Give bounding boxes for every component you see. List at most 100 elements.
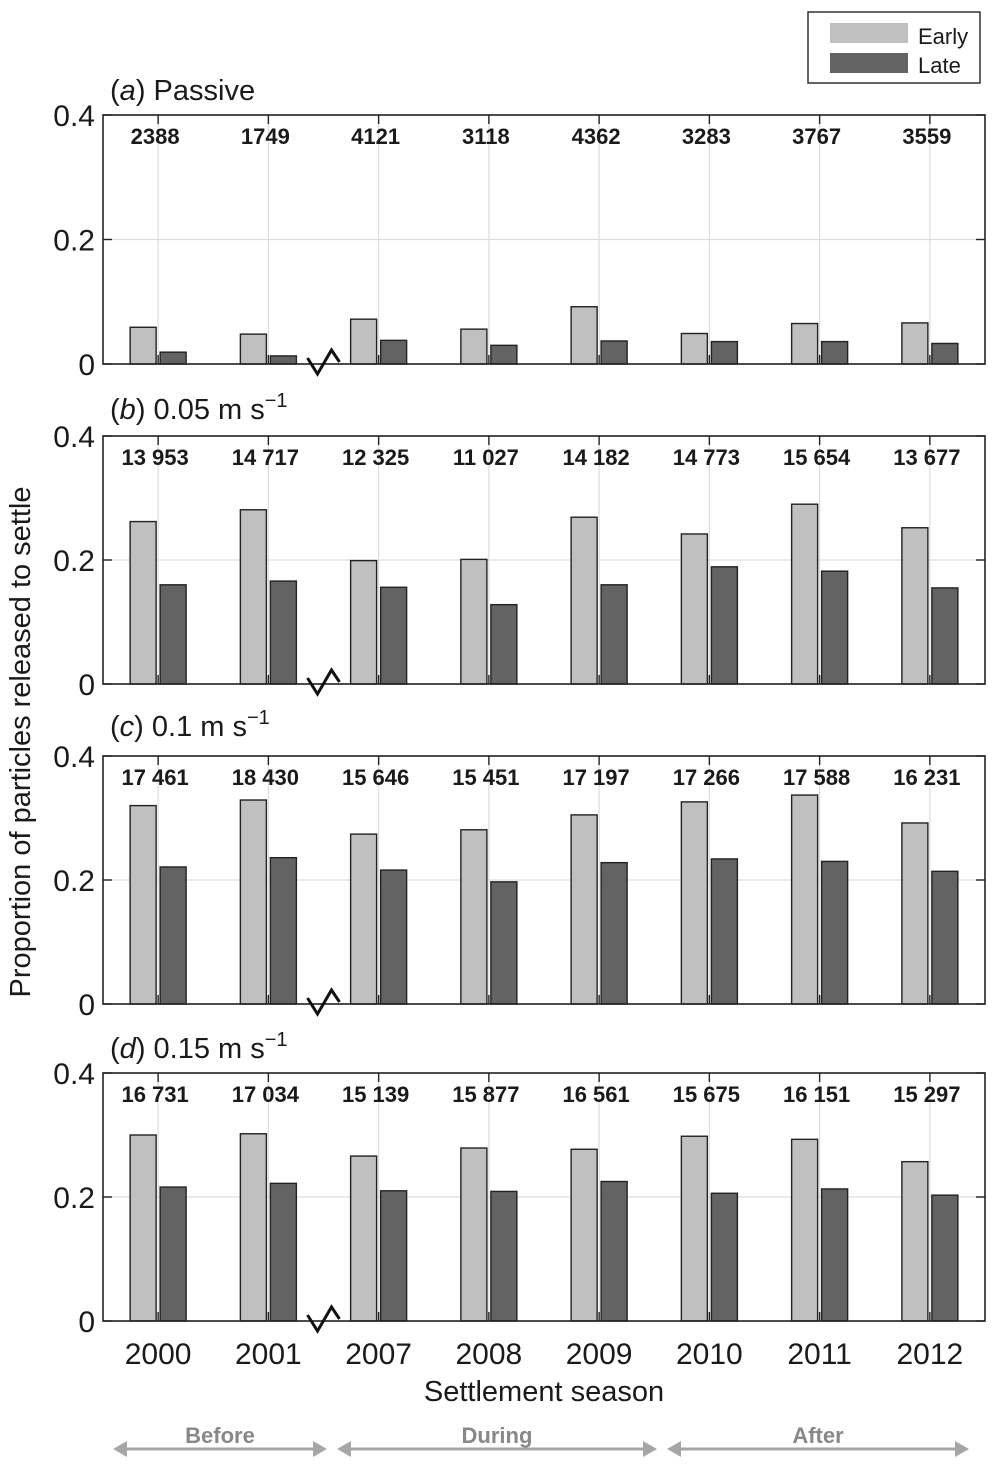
bar-late [820,860,849,1005]
count-label: 4121 [351,124,400,149]
bar-early [901,822,929,1005]
bar-late [159,351,187,365]
bar-late [269,1182,298,1322]
x-tick-label: 2010 [676,1338,743,1371]
panel-a: 0 0.2 0.4 2388 1749 4121 3118 4362 3283 3767 3559 (… [53,75,986,382]
bar-late [490,344,518,365]
bar-late [820,1188,849,1322]
x-axis-label: Settlement season [424,1376,664,1408]
count-label: 3767 [792,124,841,149]
count-label: 15 646 [342,765,409,790]
bar-early [460,328,488,365]
count-label: 16 731 [121,1082,188,1107]
axis-break-symbol [306,987,341,1017]
legend: Early Late [807,11,981,84]
y-tick-label: 0.2 [53,545,95,578]
bar-late [600,1180,628,1322]
y-tick-label: 0 [78,989,95,1022]
bar-late [269,355,298,365]
period-label: During [462,1423,533,1448]
legend-label-early: Early [918,24,968,49]
count-label: 15 139 [342,1082,409,1107]
count-label: 16 561 [562,1082,629,1107]
bar-early [901,1160,929,1322]
bar-late [269,856,298,1005]
count-label: 16 231 [893,765,960,790]
bar-early [790,322,819,365]
count-label: 17 266 [673,765,740,790]
axis-break-symbol [306,1304,341,1334]
axes-frame [102,1072,986,1322]
bar-early [129,804,157,1005]
bar-late [600,584,628,685]
x-tick-label: 2008 [456,1338,523,1371]
count-label: 3283 [682,124,731,149]
axis-break-symbol [306,347,341,377]
bar-early [570,306,598,365]
y-tick-label: 0.2 [53,1182,95,1215]
x-tick-label: 2007 [345,1338,412,1371]
count-label: 13 953 [121,445,188,470]
bar-late [159,584,187,685]
y-tick-label: 0.4 [53,100,95,133]
panel-d: 0 0.2 0.4 16 731 17 034 15 139 15 877 16 561 15 … [53,1029,986,1339]
bar-late [710,340,739,365]
bar-early [460,829,488,1005]
bar-early [680,533,709,685]
bar-early [239,799,268,1005]
bar-early [790,1138,819,1322]
panel-title: (b) 0.05 m s−1 [110,390,288,426]
count-label: 13 677 [893,445,960,470]
count-label: 11 027 [453,445,519,470]
count-label: 15 451 [452,765,519,790]
y-tick-label: 0 [78,349,95,382]
y-tick-label: 0.4 [53,421,95,454]
bar-early [239,333,268,365]
y-tick-label: 0.2 [53,225,95,258]
count-label: 14 717 [232,445,299,470]
bar-early [129,1134,157,1322]
panel-b: 0 0.2 0.4 13 953 14 717 12 325 11 027 14 182 14 … [53,390,986,702]
bar-early [349,318,378,365]
bar-early [570,814,598,1005]
bar-late [820,340,849,365]
bar-late [379,1190,408,1322]
bar-late [931,1194,959,1322]
period-arrow-head-left [337,1441,351,1457]
count-label: 1749 [241,124,290,149]
count-label: 17 461 [121,765,188,790]
bar-early [570,1148,598,1322]
bar-early [239,1133,268,1322]
bar-late [159,866,187,1005]
bar-early [680,801,709,1005]
count-label: 16 151 [783,1082,850,1107]
count-label: 18 430 [232,765,299,790]
y-tick-label: 0.2 [53,865,95,898]
bar-late [710,858,739,1005]
axes-frame [102,114,986,365]
axis-labels: 2000 2001 2007 2008 2009 2010 2011 2012 Settleme… [5,487,963,1409]
x-tick-label: 2000 [125,1338,192,1371]
period-arrow-head-right [313,1441,327,1457]
bar-early [129,326,157,365]
panels-group: 0 0.2 0.4 2388 1749 4121 3118 4362 3283 3767 3559 (… [53,75,986,1339]
count-label: 17 034 [232,1082,300,1107]
bar-late [710,566,739,685]
bar-early [349,559,378,685]
period-label: After [792,1423,844,1448]
bar-early [790,503,819,685]
bar-early [901,527,929,685]
period-arrow-head-right [955,1441,969,1457]
axis-break-symbol [306,667,341,697]
panel-title: (c) 0.1 m s−1 [110,707,270,743]
period-arrow-head-left [113,1441,127,1457]
legend-swatch-early [830,23,908,43]
bar-early [129,520,157,685]
panel-title: (a) Passive [110,75,255,107]
count-label: 2388 [131,124,180,149]
bar-late [490,1190,518,1322]
bar-early [349,1155,378,1322]
count-label: 15 297 [893,1082,960,1107]
count-label: 17 197 [562,765,629,790]
